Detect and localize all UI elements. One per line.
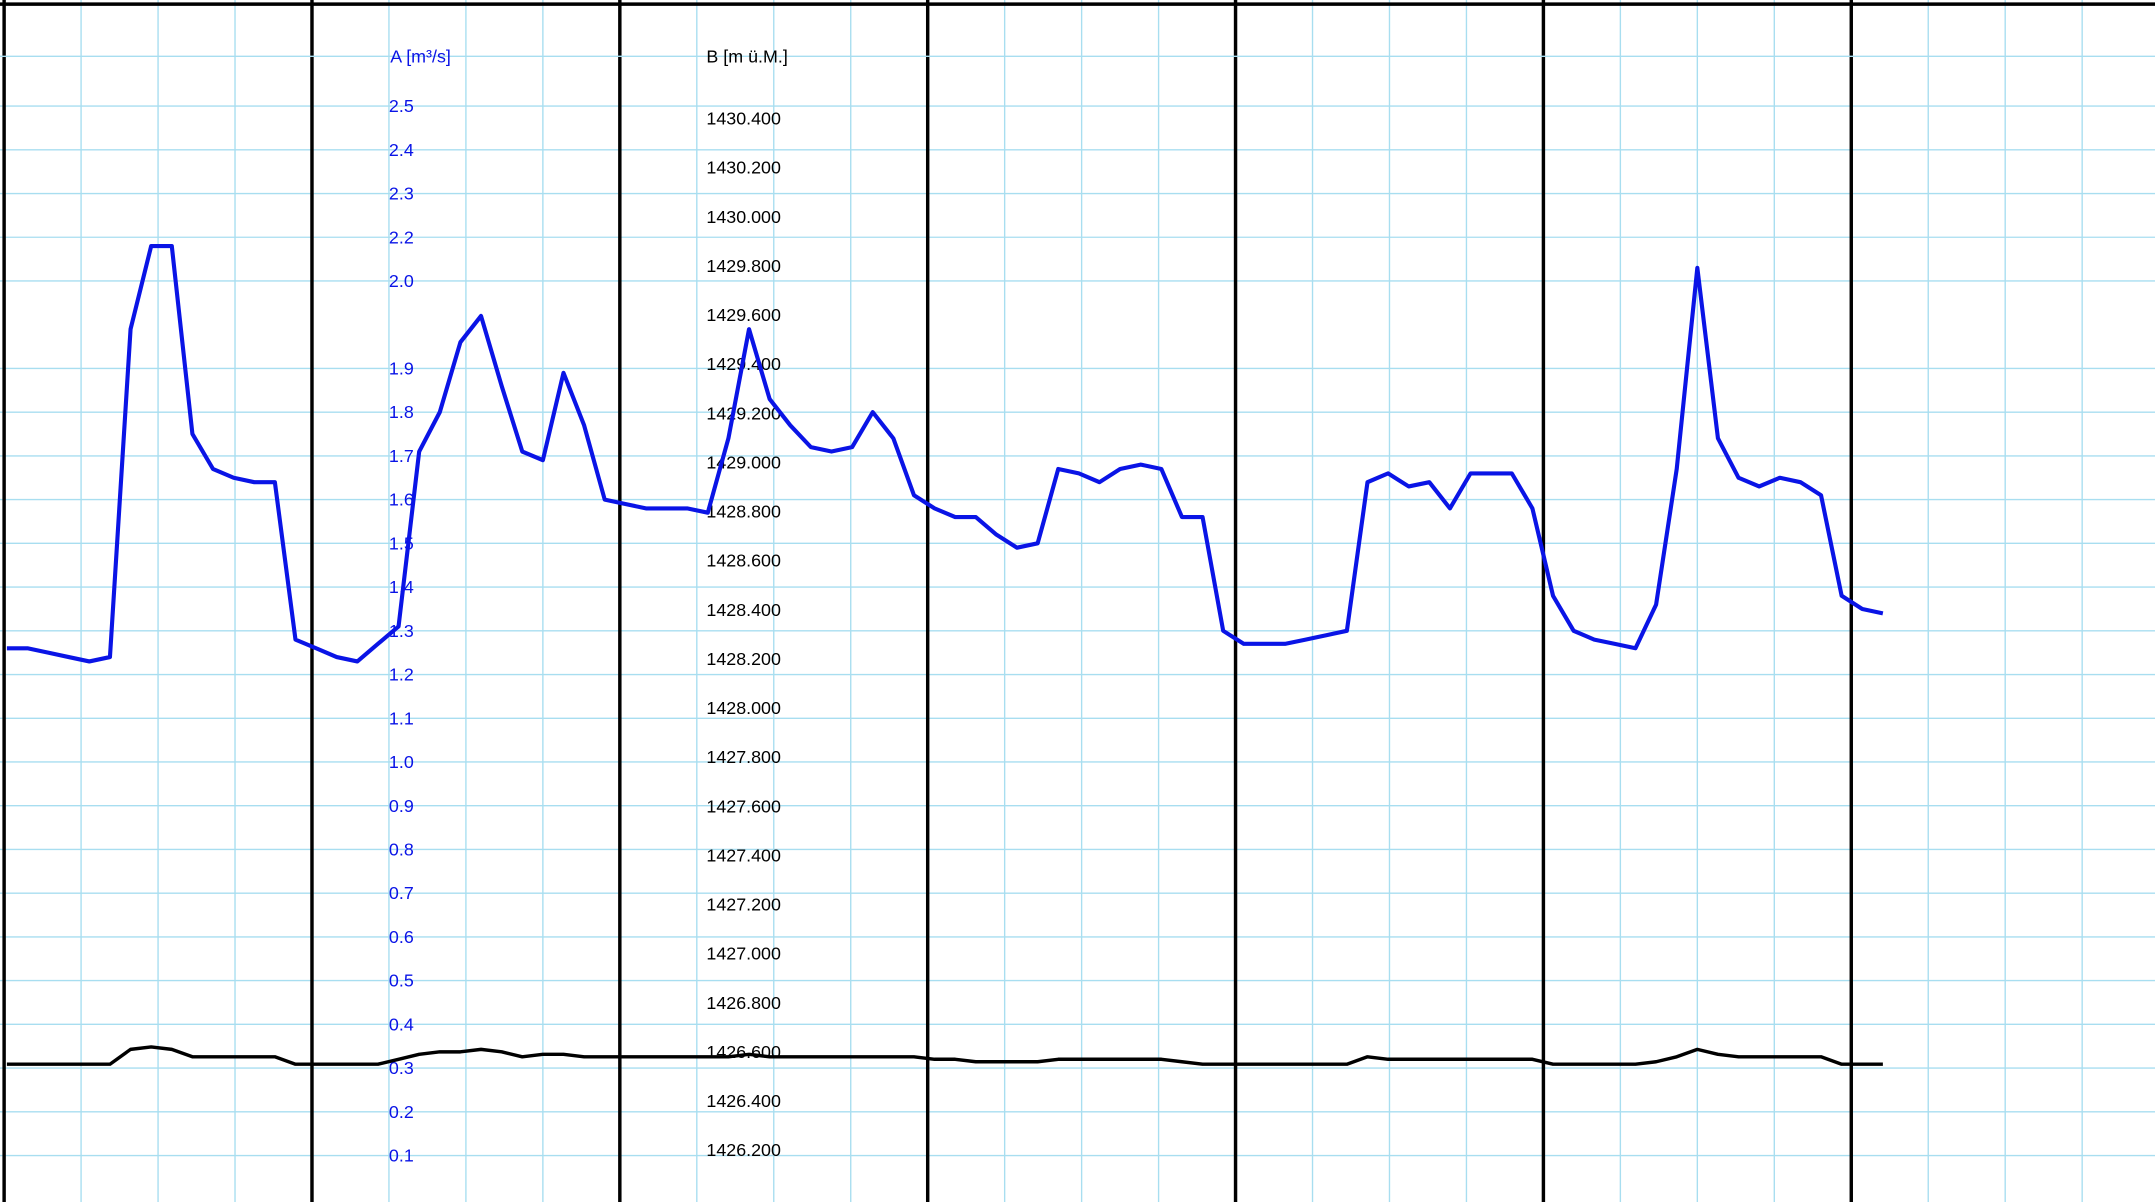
y2-tick-label: 1428.600 bbox=[706, 551, 781, 571]
y-tick-label: 2.2 bbox=[389, 227, 414, 247]
y-tick-label: 1.2 bbox=[389, 665, 414, 685]
y2-tick-label: 1429.200 bbox=[706, 403, 781, 423]
y-tick-label: 2.5 bbox=[389, 96, 414, 116]
series-line bbox=[6, 243, 1884, 664]
y2-tick-label: 1426.600 bbox=[706, 1042, 781, 1062]
y2-tick-label: 1429.000 bbox=[706, 452, 781, 472]
y2-tick-label: 1426.800 bbox=[706, 993, 781, 1013]
y2-tick-label: 1428.200 bbox=[706, 649, 781, 669]
y2-tick-label: 1427.400 bbox=[706, 845, 781, 865]
y-axis-title: A [m³/s] bbox=[390, 46, 451, 66]
y-tick-label: 0.9 bbox=[389, 796, 414, 816]
y2-tick-label: 1430.400 bbox=[706, 109, 781, 129]
y-tick-label: 0.4 bbox=[389, 1014, 414, 1034]
y-tick-label: 0.2 bbox=[389, 1102, 414, 1122]
y-tick-label: 0.7 bbox=[389, 883, 414, 903]
y2-tick-label: 1427.800 bbox=[706, 747, 781, 767]
y2-tick-label: 1429.600 bbox=[706, 305, 781, 325]
y2-tick-label: 1427.000 bbox=[706, 944, 781, 964]
y-tick-label: 1.9 bbox=[389, 359, 414, 379]
y-tick-label: 2.0 bbox=[389, 271, 414, 291]
y-tick-label: 2.3 bbox=[389, 184, 414, 204]
y-tick-label: 1.7 bbox=[389, 446, 414, 466]
y-tick-label: 0.6 bbox=[389, 927, 414, 947]
y2-tick-label: 1426.400 bbox=[706, 1091, 781, 1111]
y-tick-label: 0.5 bbox=[389, 971, 414, 991]
y2-tick-label: 1428.000 bbox=[706, 698, 781, 718]
y-tick-label: 1.3 bbox=[389, 621, 414, 641]
y-tick-label: 1.0 bbox=[389, 752, 414, 772]
y2-tick-label: 1428.800 bbox=[706, 502, 781, 522]
y2-tick-label: 1430.000 bbox=[706, 207, 781, 227]
y2-tick-label: 1427.600 bbox=[706, 796, 781, 816]
y2-tick-label: 1430.200 bbox=[706, 158, 781, 178]
y-tick-label: 1.6 bbox=[389, 490, 414, 510]
axis-labels: A [m³/s] B [m ü.M.] bbox=[390, 46, 787, 66]
y-tick-label: 1.8 bbox=[389, 402, 414, 422]
y-tick-label: 0.8 bbox=[389, 840, 414, 860]
y-tick-label: 0.3 bbox=[389, 1058, 414, 1078]
y2-tick-label: 1426.200 bbox=[706, 1140, 781, 1160]
y-tick-label: 1.1 bbox=[389, 708, 414, 728]
y2-tick-label: 1427.200 bbox=[706, 895, 781, 915]
y2-tick-label: 1429.800 bbox=[706, 256, 781, 276]
series-line bbox=[6, 1045, 1883, 1066]
y2-axis-title: B [m ü.M.] bbox=[706, 46, 787, 66]
y2-tick-label: 1428.400 bbox=[706, 600, 781, 620]
y-tick-label: 2.4 bbox=[389, 140, 414, 160]
y-tick-label: 0.1 bbox=[389, 1146, 414, 1166]
